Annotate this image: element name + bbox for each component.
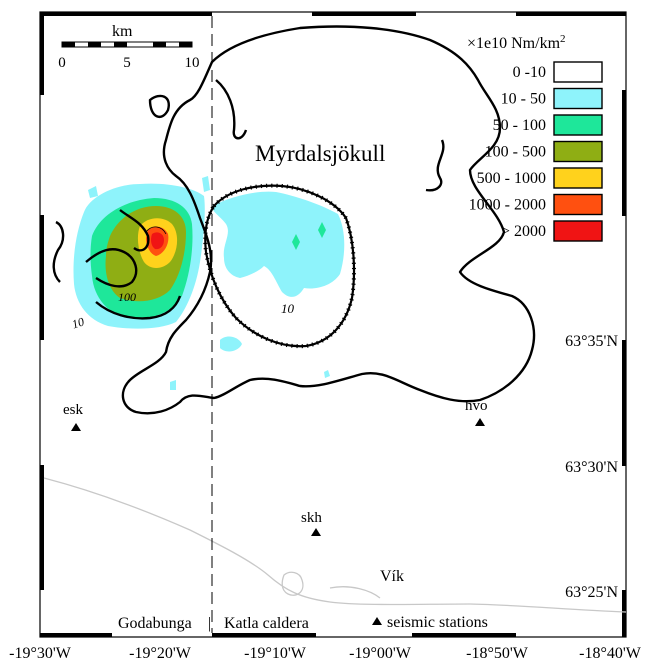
anomaly-10-50-small-3 xyxy=(220,336,242,352)
anomaly-patches xyxy=(73,176,345,390)
legend-swatch-5 xyxy=(553,193,603,216)
legend-label-0: 0 -10 xyxy=(513,64,546,81)
town-label-vik: Vík xyxy=(380,568,404,585)
lat-label-30: 63°30'N xyxy=(565,459,618,476)
region-label-godabunga: Godabunga xyxy=(118,615,192,632)
contour-label-west-100: 100 xyxy=(118,290,136,304)
scale-tick-0: 0 xyxy=(58,55,66,71)
coastline xyxy=(43,477,627,613)
anomaly-50-100-caldera-2 xyxy=(318,222,326,238)
lon-label-1850: -18°50'W xyxy=(466,645,529,662)
region-label-katla: Katla caldera xyxy=(224,615,309,632)
legend-label-2: 50 - 100 xyxy=(493,117,546,134)
glacier-label: Myrdalsjökull xyxy=(255,141,385,166)
anomaly-10-50-caldera xyxy=(212,191,345,297)
seismic-legend-marker xyxy=(372,617,382,625)
legend-label-5: 1000 - 2000 xyxy=(469,197,546,214)
region-divider: | xyxy=(208,615,211,632)
station-label-hvo: hvo xyxy=(465,398,488,414)
legend-title: ×1e10 Nm/km2 xyxy=(467,33,566,52)
anomaly-10-50-small-2 xyxy=(202,176,210,192)
legend-swatch-6 xyxy=(553,220,603,242)
legend: ×1e10 Nm/km2 0 -10 10 - 50 50 - 100 100 - 5… xyxy=(467,33,603,242)
station-label-skh: skh xyxy=(301,510,322,526)
legend-swatch-3 xyxy=(553,140,603,163)
lon-label-1840: -18°40'W xyxy=(579,645,642,662)
contour-label-caldera-10: 10 xyxy=(281,301,295,316)
lat-label-35: 63°35'N xyxy=(565,333,618,350)
legend-swatch-0 xyxy=(553,61,603,83)
station-label-esk: esk xyxy=(63,402,83,418)
seismic-stations: esk hvo skh xyxy=(63,398,488,536)
anomaly-10-50-small-4 xyxy=(170,380,176,390)
anomaly-50-100-caldera-1 xyxy=(292,234,300,250)
lon-label-1920: -19°20'W xyxy=(129,645,192,662)
legend-label-3: 100 - 500 xyxy=(485,144,546,161)
anomaly-10-50-small-1 xyxy=(88,186,98,198)
lon-label-1910: -19°10'W xyxy=(244,645,307,662)
lon-label-1930: -19°30'W xyxy=(9,645,72,662)
legend-swatch-1 xyxy=(553,87,603,110)
scale-tick-10: 10 xyxy=(185,55,200,71)
katla-caldera-rim xyxy=(203,183,356,349)
lat-label-25: 63°25'N xyxy=(565,584,618,601)
scale-tick-5: 5 xyxy=(123,55,131,71)
contour-lines xyxy=(145,226,167,235)
legend-label-4: 500 - 1000 xyxy=(477,170,546,187)
anomaly-2000-west xyxy=(151,232,164,250)
station-marker-esk xyxy=(71,423,81,431)
scale-bar: km 0 5 10 xyxy=(58,23,199,71)
station-marker-skh xyxy=(311,528,321,536)
legend-swatch-2 xyxy=(553,114,603,136)
legend-label-6: > 2000 xyxy=(501,223,546,240)
glacier-outline xyxy=(52,25,536,415)
scale-bar-unit: km xyxy=(112,23,133,40)
frame-graduation xyxy=(40,12,626,637)
station-marker-hvo xyxy=(475,418,485,426)
seismic-legend-label: seismic stations xyxy=(387,614,488,631)
anomaly-10-50-small-5 xyxy=(324,370,330,378)
contour-label-west-10: 10 xyxy=(70,314,86,331)
legend-swatch-4 xyxy=(553,167,603,189)
lon-label-1900: -19°00'W xyxy=(349,645,412,662)
legend-label-1: 10 - 50 xyxy=(501,91,546,108)
